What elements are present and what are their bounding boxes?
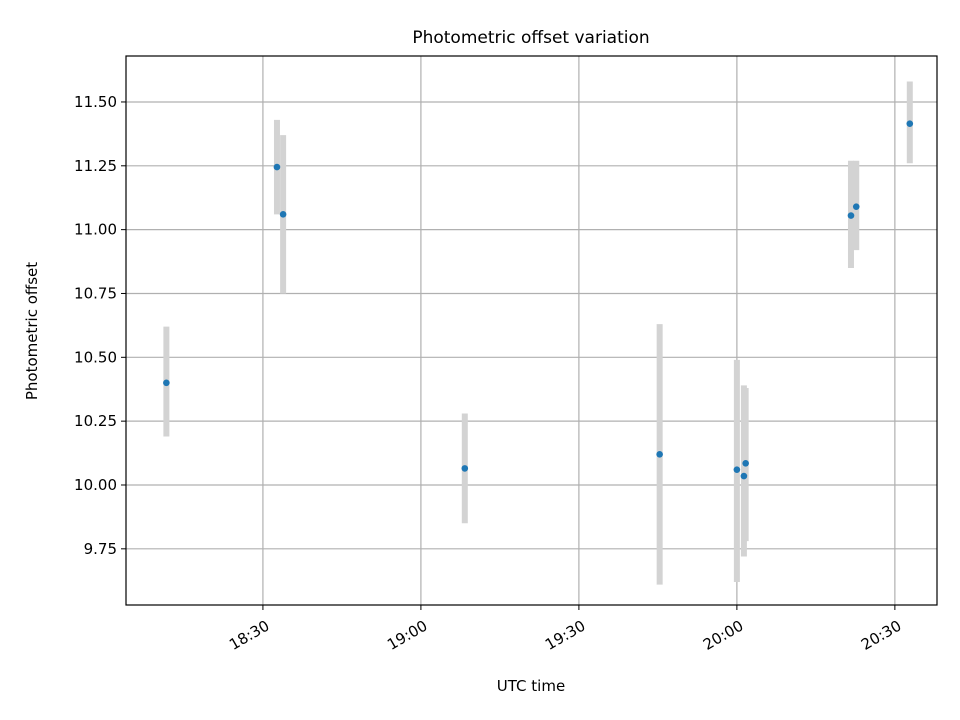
y-tick-label: 10.00	[74, 476, 117, 494]
y-tick-label: 11.50	[74, 93, 117, 111]
x-axis-ticks: 18:30 19:00 19:30 20:00 20:30	[226, 605, 904, 654]
data-point	[847, 212, 855, 219]
y-tick-label: 9.75	[84, 540, 117, 558]
y-tick-label: 10.25	[74, 412, 117, 430]
data-point	[740, 472, 748, 480]
x-tick-label: 20:00	[700, 617, 746, 654]
y-tick-label: 10.50	[74, 348, 117, 366]
x-tick-label: 18:30	[226, 617, 272, 654]
data-point	[852, 203, 860, 210]
y-tick-label: 11.25	[74, 157, 117, 175]
data-point	[733, 466, 741, 473]
data-point	[742, 459, 749, 467]
x-tick-label: 20:30	[858, 617, 904, 654]
data-point	[461, 465, 469, 472]
plot-frame	[125, 55, 938, 606]
x-axis-label: UTC time	[497, 677, 565, 695]
data-point	[163, 379, 170, 387]
error-bars	[163, 81, 913, 585]
y-axis-ticks: 9.75 10.00 10.25 10.50 10.75 11.00 11.25 11.50	[74, 93, 126, 558]
y-tick-label: 11.00	[74, 221, 117, 239]
data-point	[906, 120, 914, 127]
data-point	[656, 451, 663, 458]
x-tick-label: 19:30	[542, 617, 588, 654]
data-point	[273, 163, 281, 171]
grid-lines	[126, 56, 937, 605]
y-axis-label: Photometric offset	[23, 262, 41, 400]
y-tick-label: 10.75	[74, 284, 117, 302]
x-tick-label: 19:00	[384, 617, 430, 654]
chart-title: Photometric offset variation	[412, 28, 649, 48]
data-point	[279, 211, 287, 218]
data-points	[163, 120, 914, 480]
